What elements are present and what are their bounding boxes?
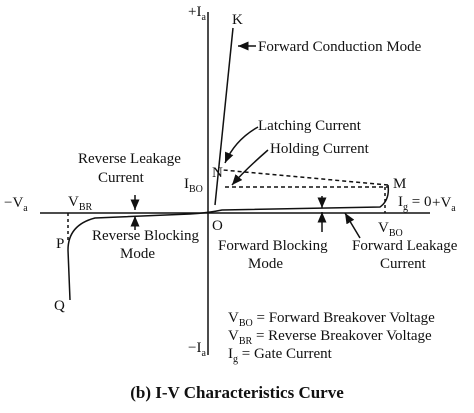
axis-label: −V (4, 195, 23, 211)
legend-part: = Gate Current (238, 346, 333, 362)
legend-part: BR (239, 336, 253, 347)
axis-sub: a (451, 203, 456, 214)
legend-entry: Ig = Gate Current (228, 346, 333, 365)
label: IBO (184, 176, 203, 195)
axis-label: +V (432, 195, 451, 211)
axis-label: −Ia (188, 340, 206, 359)
axis-sub: a (23, 203, 28, 214)
annotation: Forward Blocking (218, 238, 328, 254)
axis-label: +I (188, 4, 201, 20)
label-sub: g (403, 202, 408, 213)
point-label: P (56, 236, 64, 252)
legend-part: V (228, 310, 239, 326)
annotation: Latching Current (258, 118, 362, 134)
legend-part: = Reverse Breakover Voltage (252, 328, 432, 344)
point-label: Q (54, 298, 65, 314)
axis-label: −Va (4, 195, 28, 214)
axis-label: +Ia (188, 4, 206, 23)
label: I (398, 194, 403, 210)
annotation: Mode (120, 246, 155, 262)
annotation: Mode (248, 256, 283, 272)
label: VBO (378, 220, 403, 239)
arrows (130, 41, 361, 239)
axes (40, 12, 430, 355)
axis-sub: a (201, 12, 206, 23)
label: V (378, 220, 389, 236)
label: = 0 (408, 194, 431, 210)
annotation: Forward Conduction Mode (258, 39, 422, 55)
label-sub: BR (79, 202, 93, 213)
label-sub: BO (189, 184, 203, 195)
legend-part: V (228, 328, 239, 344)
legend-part: BO (239, 318, 253, 329)
curve (67, 27, 390, 301)
annotation: Current (98, 170, 145, 186)
label: VBR (68, 194, 93, 213)
label: Ig = 0 (398, 194, 431, 213)
annotation: Reverse Blocking (92, 228, 200, 244)
axis-sub: a (201, 348, 206, 359)
annotation: Holding Current (270, 141, 370, 157)
legend-part: = Forward Breakover Voltage (253, 310, 435, 326)
origin-label: O (212, 218, 223, 234)
label: I (184, 176, 189, 192)
annotation: Current (380, 256, 427, 272)
legend-part: I (228, 346, 233, 362)
axis-label: −I (188, 340, 201, 356)
legend-entry: VBO = Forward Breakover Voltage (228, 310, 435, 329)
point-label: N (212, 165, 223, 181)
point-label: K (232, 12, 243, 28)
annotation: Forward Leakage (352, 238, 458, 254)
caption: (b) I-V Characteristics Curve (130, 383, 344, 402)
label-sub: BO (389, 228, 403, 239)
axis-label: +Va (432, 195, 456, 214)
legend-entry: VBR = Reverse Breakover Voltage (228, 328, 432, 347)
legend-part: g (233, 354, 238, 365)
label: V (68, 194, 79, 210)
annotation: Reverse Leakage (78, 151, 181, 167)
point-label: M (393, 176, 406, 192)
